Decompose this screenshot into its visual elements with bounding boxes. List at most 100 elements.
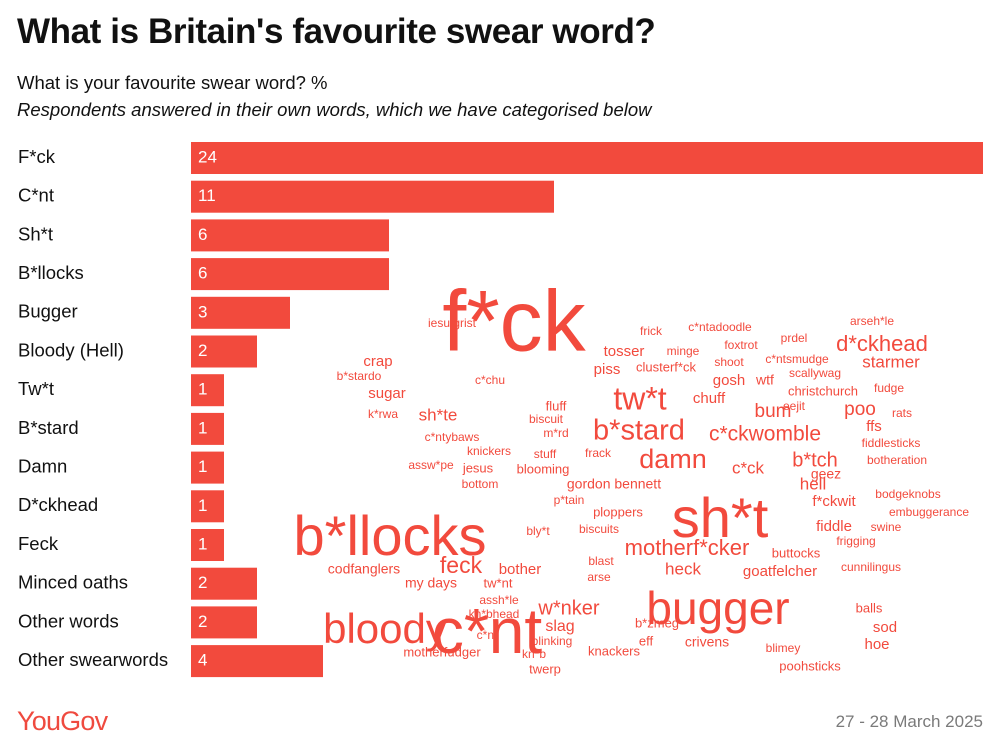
cloud-word-11: feck (440, 552, 483, 578)
cloud-word-49: knackers (588, 643, 641, 658)
cloud-word-48: ploppers (593, 504, 643, 519)
value-label-f-ck: 24 (198, 147, 217, 166)
cloud-word-13: c*ckwomble (709, 423, 821, 446)
cloud-word-40: codfanglers (328, 561, 400, 577)
bar-d-ckhead (191, 490, 224, 523)
category-label-feck: Feck (18, 533, 59, 554)
value-label-tw-t: 1 (198, 380, 207, 399)
cloud-word-7: tw*t (613, 380, 666, 416)
word-cloud: f*ckc*ntsh*tb*llocksbuggerbloodytw*tb*st… (294, 274, 970, 677)
cloud-word-43: twerp (529, 661, 561, 676)
value-label-bloody-hell: 2 (198, 341, 207, 360)
chart-title: What is Britain's favourite swear word? (17, 12, 656, 51)
cloud-word-56: christchurch (788, 383, 858, 398)
value-label-c-nt: 11 (198, 186, 216, 205)
bar-other-words (191, 606, 257, 639)
cloud-word-46: jesus (462, 460, 494, 475)
value-label-b-stard: 1 (198, 418, 207, 437)
cloud-word-54: motherfudger (403, 644, 481, 659)
cloud-word-4: b*llocks (294, 504, 487, 567)
bar-tw-t (191, 374, 224, 407)
cloud-word-99: iesu grist (428, 316, 477, 330)
bar-bugger (191, 296, 290, 329)
bar-damn (191, 451, 224, 484)
cloud-word-17: poo (844, 399, 876, 420)
bar-f-ck (191, 142, 983, 174)
cloud-word-76: fiddlesticks (862, 436, 921, 450)
cloud-word-12: d*ckhead (836, 331, 928, 356)
bar-c-nt (191, 180, 554, 213)
value-label-d-ckhead: 1 (198, 496, 207, 515)
cloud-word-68: foxtrot (724, 338, 758, 352)
cloud-word-50: buttocks (772, 545, 821, 560)
cloud-word-24: bother (499, 561, 542, 578)
cloud-word-97: b*stardo (337, 369, 382, 383)
cloud-word-58: shoot (714, 355, 744, 369)
cloud-word-6: bloody (323, 605, 447, 652)
cloud-word-66: frick (640, 324, 663, 338)
cloud-word-73: fudge (874, 381, 904, 395)
cloud-word-18: starmer (862, 352, 920, 371)
bar-b-stard (191, 412, 224, 445)
cloud-word-70: c*ntsmudge (765, 352, 829, 366)
cloud-word-26: tosser (604, 343, 645, 360)
bar-b-llocks (191, 258, 389, 291)
cloud-word-85: kn*b (522, 647, 546, 661)
cloud-word-15: w*nker (537, 597, 599, 619)
value-label-minced-oaths: 2 (198, 573, 207, 592)
cloud-word-81: frigging (836, 534, 875, 548)
cloud-word-39: my days (405, 575, 457, 591)
cloud-word-93: assw*pe (408, 458, 454, 472)
cloud-word-74: eejit (783, 399, 806, 413)
category-label-d-ckhead: D*ckhead (18, 494, 98, 515)
cloud-word-36: ffs (866, 418, 882, 435)
bar-other-swearwords (191, 645, 323, 678)
cloud-word-1: f*ck (442, 274, 586, 370)
value-label-damn: 1 (198, 457, 207, 476)
cloud-word-5: bugger (646, 582, 789, 634)
bar-chart: f*ckc*ntsh*tb*llocksbuggerbloodytw*tb*st… (18, 142, 983, 678)
cloud-word-35: hoe (864, 636, 889, 653)
cloud-word-27: piss (594, 361, 621, 378)
cloud-word-88: c*nt (477, 628, 498, 642)
cloud-word-64: arse (587, 570, 611, 584)
category-label-other-swearwords: Other swearwords (18, 649, 168, 670)
cloud-word-21: heck (665, 559, 701, 578)
cloud-word-59: frack (585, 446, 612, 460)
cloud-word-38: geez (811, 466, 841, 482)
cloud-word-71: scallywag (789, 366, 841, 380)
category-label-f-ck: F*ck (18, 146, 56, 167)
value-label-other-words: 2 (198, 612, 207, 631)
cloud-word-78: bodgeknobs (875, 487, 940, 501)
cloud-word-84: blinking (532, 634, 573, 648)
cloud-word-9: damn (639, 444, 707, 474)
cloud-word-37: wtf (755, 372, 774, 388)
cloud-word-89: bly*t (526, 524, 550, 538)
cloud-word-72: arseh*le (850, 314, 894, 328)
cloud-word-96: k*rwa (368, 407, 398, 421)
bar-bloody-hell (191, 335, 257, 368)
cloud-word-60: bottom (462, 477, 499, 491)
category-label-other-words: Other words (18, 610, 119, 631)
cloud-word-94: c*ntybaws (425, 430, 480, 444)
cloud-word-51: balls (856, 600, 883, 615)
category-label-bugger: Bugger (18, 301, 78, 322)
cloud-word-16: bum (755, 401, 792, 422)
value-label-sh-t: 6 (198, 225, 207, 244)
cloud-word-87: assh*le (479, 593, 519, 607)
cloud-word-98: c*chu (475, 373, 505, 387)
cloud-word-95: m*rd (543, 426, 568, 440)
cloud-word-57: clusterf*ck (636, 359, 696, 374)
cloud-word-79: embuggerance (889, 505, 969, 519)
cloud-word-30: gosh (713, 372, 746, 389)
cloud-word-65: minge (667, 344, 700, 358)
cloud-word-23: slag (545, 618, 574, 635)
bar-sh-t (191, 219, 389, 252)
cloud-word-34: sod (873, 619, 897, 636)
cloud-word-20: c*ck (732, 458, 765, 477)
cloud-word-67: prdel (781, 331, 808, 345)
category-label-damn: Damn (18, 455, 67, 476)
cloud-word-25: crap (363, 353, 392, 370)
yougov-logo: YouGov (17, 706, 108, 736)
